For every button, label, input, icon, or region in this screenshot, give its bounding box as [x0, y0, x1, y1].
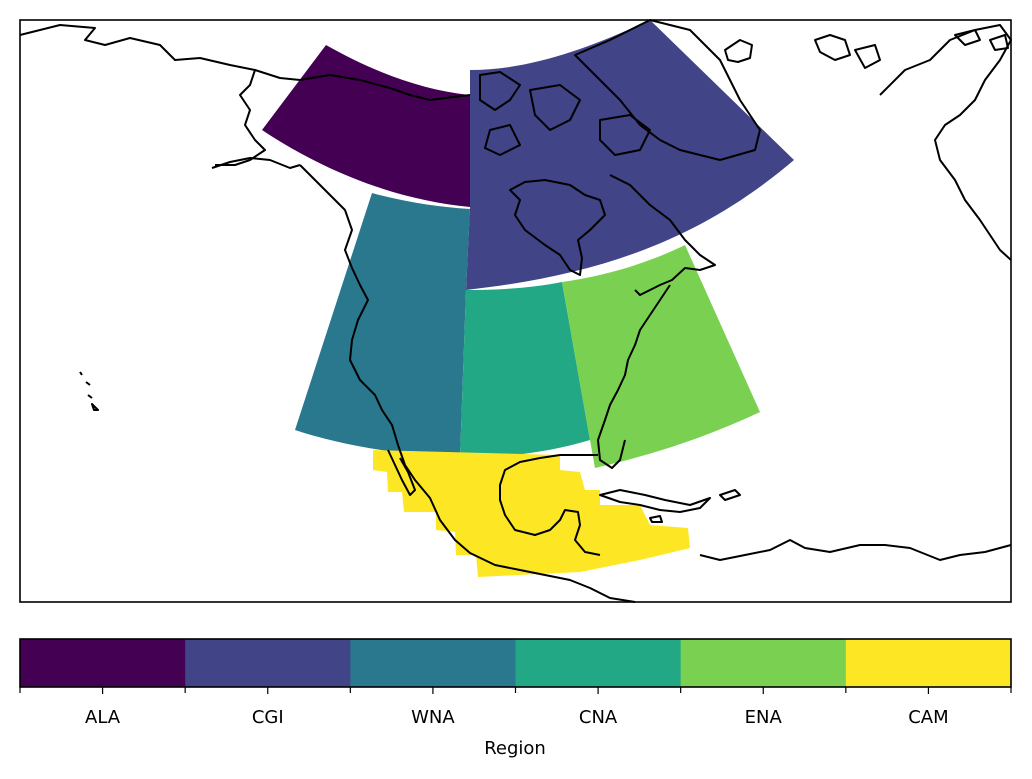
colorbar-segments — [20, 639, 1012, 687]
coastline-baja — [387, 449, 416, 496]
region-wna — [295, 193, 470, 458]
coastline-novaya — [954, 29, 1009, 51]
coastline-arctic-islands — [479, 71, 651, 156]
colorbar-tick-label-cna: CNA — [579, 707, 618, 728]
colorbar-segment-cna — [515, 639, 682, 687]
coastline-europe — [879, 24, 1012, 261]
colorbar-tick-label-wna: WNA — [411, 707, 455, 728]
colorbar-ticks: ALA CGI WNA CNA ENA CAM — [19, 687, 1012, 728]
coastline-hudson-bay — [509, 179, 606, 276]
region-ena — [562, 245, 760, 468]
coastline-iceland — [724, 39, 753, 63]
coastline-gulf — [499, 454, 601, 556]
region-cam — [373, 450, 690, 577]
map-frame — [19, 19, 1012, 603]
region-ala — [262, 45, 470, 207]
coastline-hawaii — [79, 371, 99, 411]
coastline-labrador — [609, 174, 716, 296]
coastline-alaska-west — [215, 69, 266, 166]
coastline-cuba — [599, 489, 711, 513]
coastline-greenland — [574, 19, 761, 161]
colorbar-segment-ena — [680, 639, 847, 687]
colorbar: ALA CGI WNA CNA ENA CAM Region — [19, 638, 1012, 759]
colorbar-tick-label-cgi: CGI — [252, 707, 284, 728]
colorbar-tick-label-cam: CAM — [908, 707, 948, 728]
colorbar-segment-wna — [350, 639, 516, 687]
coastline-svalbard — [814, 34, 881, 69]
colorbar-segment-cgi — [185, 639, 351, 687]
region-cna — [460, 282, 590, 458]
coastline-atlantic — [597, 284, 671, 469]
coastline-caribbean-islands — [649, 489, 741, 523]
coastline-south-america — [699, 539, 1012, 561]
coastline-pacific — [299, 164, 636, 603]
colorbar-segment-ala — [20, 639, 186, 687]
coastline-aleutians — [211, 157, 301, 169]
colorbar-tick-label-ena: ENA — [745, 707, 783, 728]
coastlines — [19, 19, 1012, 603]
colorbar-tick-label-ala: ALA — [85, 707, 121, 728]
colorbar-segment-cam — [845, 639, 1012, 687]
colorbar-label: Region — [484, 738, 546, 759]
coastline-arctic — [19, 24, 471, 101]
map-panel — [19, 19, 1012, 603]
